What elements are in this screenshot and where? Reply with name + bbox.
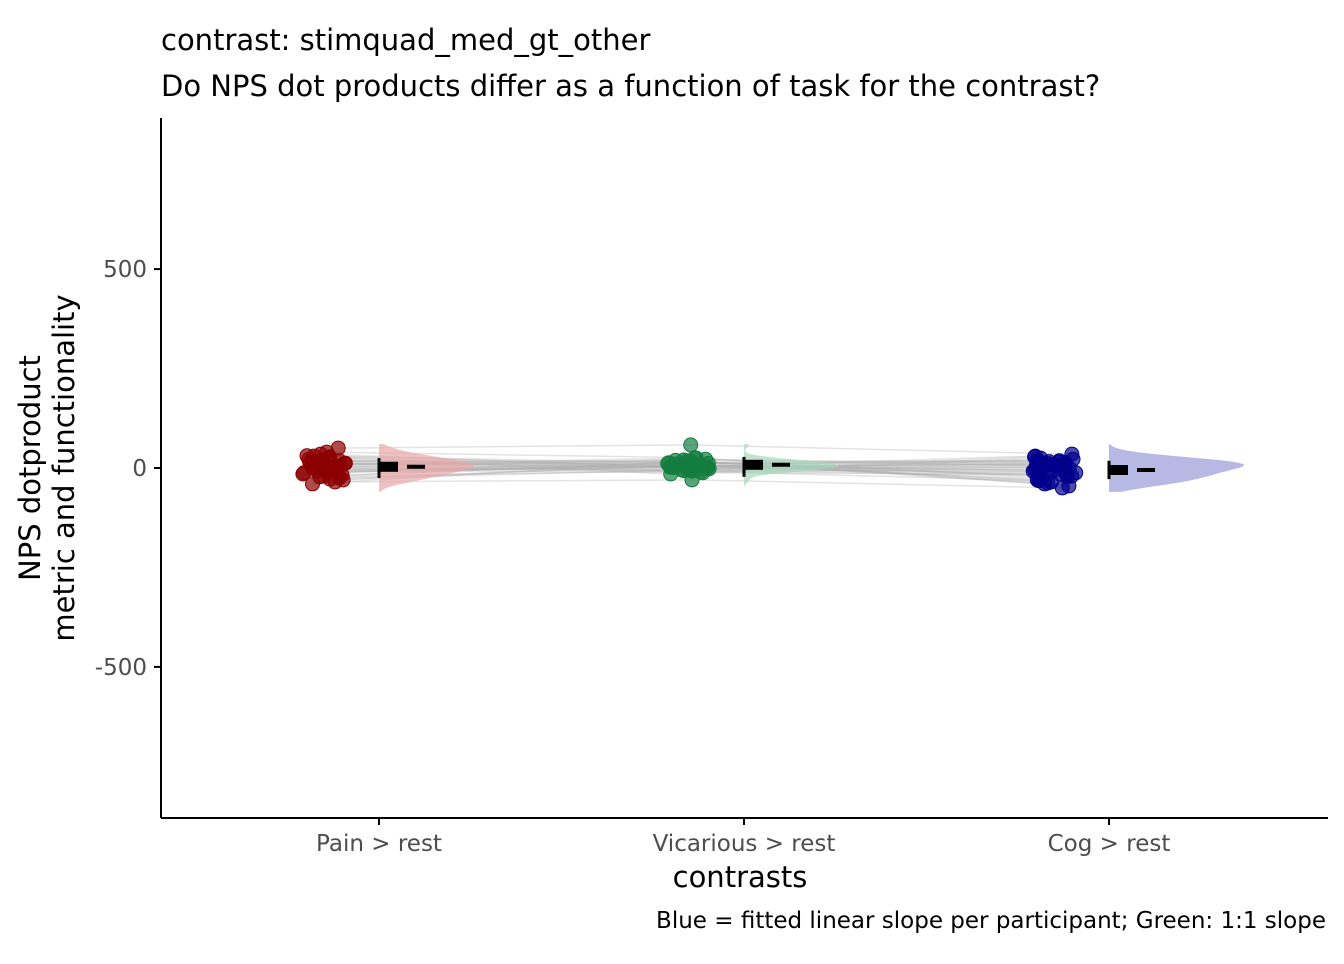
x-tick-label: Pain > rest (316, 831, 442, 857)
x-tick-label: Vicarious > rest (653, 831, 836, 857)
y-tick-label: -500 (95, 655, 147, 681)
mean-box (1110, 465, 1128, 475)
y-axis-ticks: 500 0 -500 (95, 257, 161, 681)
data-point (1040, 456, 1056, 472)
plot-area (295, 437, 1244, 496)
density-cloud (1109, 444, 1244, 492)
data-point (328, 464, 344, 480)
data-point (695, 457, 711, 473)
data-point (1040, 475, 1056, 491)
data-point (1061, 478, 1077, 494)
data-point (1054, 459, 1070, 475)
x-axis-ticks: Pain > rest Vicarious > rest Cog > rest (316, 818, 1170, 857)
density-cloud (744, 444, 839, 492)
chart-caption: Blue = fitted linear slope per participa… (656, 908, 1326, 934)
data-point (319, 444, 335, 460)
y-tick-label: 0 (132, 456, 147, 482)
data-point (1065, 451, 1081, 467)
mean-box (745, 459, 763, 470)
data-point (683, 437, 699, 453)
data-point (1027, 448, 1043, 464)
y-tick-label: 500 (103, 257, 147, 283)
data-point (678, 459, 694, 475)
data-point (1030, 466, 1046, 482)
y-axis-title-line1: NPS dotproduct (13, 355, 47, 581)
chart-title: contrast: stimquad_med_gt_other (161, 23, 650, 57)
mean-box (380, 461, 398, 472)
x-axis-title: contrasts (673, 860, 808, 894)
density-cloud (379, 444, 474, 492)
y-axis-title-line2: metric and functionality (47, 294, 81, 641)
x-tick-label: Cog > rest (1048, 831, 1171, 857)
data-point (306, 453, 321, 469)
chart-subtitle: Do NPS dot products differ as a function… (161, 69, 1100, 103)
